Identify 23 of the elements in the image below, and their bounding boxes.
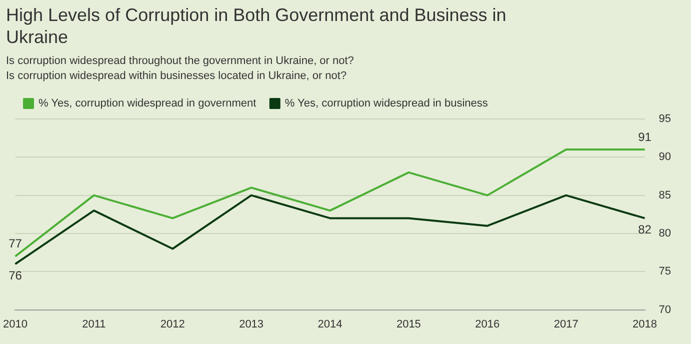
x-tick-label: 2015: [396, 318, 421, 330]
data-label: 77: [8, 236, 22, 251]
x-tick-label: 2014: [318, 318, 342, 330]
legend-label: % Yes, corruption widespread in government: [38, 98, 256, 110]
chart-subtitle: Is corruption widespread throughout the government in Ukraine, or not? Is corruption widespread within businesses located in Ukraine, or not?: [6, 54, 355, 84]
chart-title: High Levels of Corruption in Both Government and Business in Ukraine: [6, 4, 508, 48]
y-tick-label: 95: [658, 113, 672, 126]
legend-label: % Yes, corruption widespread in business: [284, 98, 488, 110]
y-tick-label: 90: [658, 151, 672, 164]
y-tick-label: 70: [658, 304, 672, 316]
data-label: 91: [638, 130, 652, 144]
x-tick-label: 2018: [632, 318, 658, 330]
x-tick-label: 2012: [160, 318, 185, 330]
x-tick-label: 2011: [82, 318, 106, 330]
y-tick-label: 75: [658, 266, 672, 278]
x-tick-label: 2017: [554, 318, 578, 330]
y-tick-label: 85: [658, 189, 672, 202]
data-label: 76: [8, 268, 22, 282]
x-tick-label: 2016: [475, 318, 500, 330]
y-tick-label: 80: [658, 228, 672, 240]
x-tick-label: 2013: [239, 318, 264, 330]
x-tick-label: 2010: [2, 318, 28, 330]
data-label: 82: [638, 222, 652, 237]
